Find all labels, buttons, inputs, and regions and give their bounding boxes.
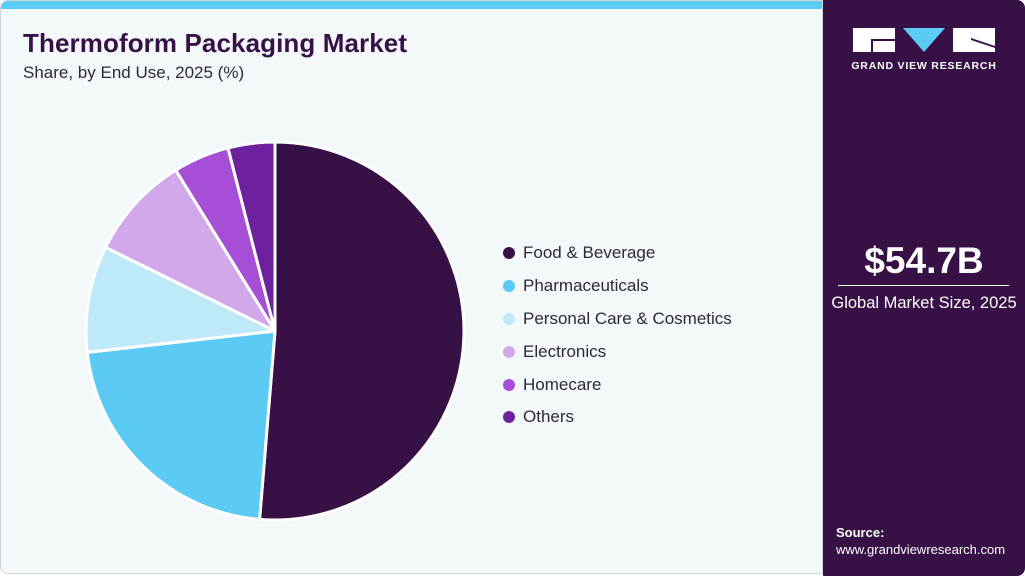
legend-label: Homecare <box>523 374 602 394</box>
legend-label: Personal Care & Cosmetics <box>523 308 732 328</box>
divider <box>838 285 1009 286</box>
pie-slice-food-beverage <box>258 140 466 522</box>
market-size-label: Global Market Size, 2025 <box>831 294 1017 312</box>
legend-item: Homecare <box>503 368 732 401</box>
legend-item: Others <box>503 401 732 434</box>
legend-dot-icon <box>503 345 515 358</box>
legend-dot-icon <box>503 312 515 325</box>
legend-dot-icon <box>503 280 515 293</box>
source-label: Source: <box>836 525 885 540</box>
chart-legend: Food & Beverage Pharmaceuticals Personal C… <box>503 237 732 434</box>
market-size-value: $54.7B <box>864 240 984 281</box>
legend-item: Food & Beverage <box>503 237 732 270</box>
chart-card: Thermoform Packaging Market Share, by En… <box>0 0 823 574</box>
legend-dot-icon <box>503 378 515 391</box>
pie-slice-others <box>226 140 277 333</box>
pie-slice-pharmaceuticals <box>85 329 277 521</box>
legend-dot-icon <box>503 411 515 424</box>
grand-view-research-logo-icon <box>853 28 995 52</box>
pie-slice-personal-care-cosmetics <box>84 245 277 354</box>
pie-slice-electronics <box>104 168 277 333</box>
chart-subtitle: Share, by End Use, 2025 (%) <box>23 63 245 82</box>
pie-chart <box>84 140 466 522</box>
chart-title: Thermoform Packaging Market <box>23 28 408 58</box>
legend-item: Electronics <box>503 335 732 368</box>
legend-item: Personal Care & Cosmetics <box>503 303 732 336</box>
legend-label: Others <box>523 407 575 427</box>
legend-dot-icon <box>503 247 515 260</box>
legend-label: Pharmaceuticals <box>523 276 649 296</box>
legend-label: Electronics <box>523 341 607 361</box>
sidebar-panel: GRAND VIEW RESEARCH $54.7B Global Market… <box>823 0 1025 576</box>
legend-item: Pharmaceuticals <box>503 270 732 303</box>
logo-text: GRAND VIEW RESEARCH <box>851 60 997 72</box>
accent-bar <box>1 1 822 9</box>
source-link[interactable]: www.grandviewresearch.com <box>836 542 1006 557</box>
legend-label: Food & Beverage <box>523 243 656 263</box>
